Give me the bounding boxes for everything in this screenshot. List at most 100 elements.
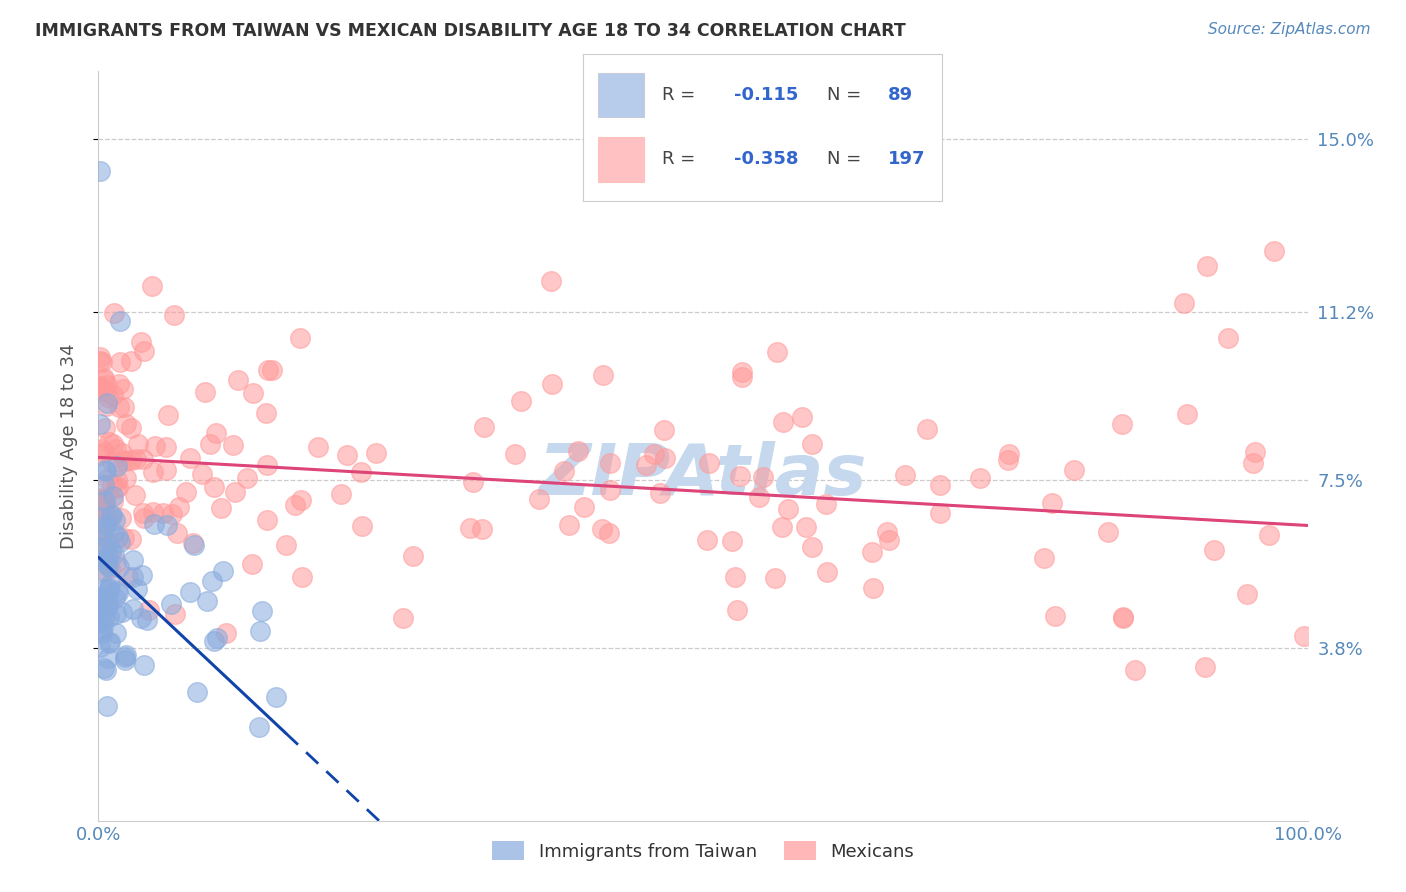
Mexicans	[1218, 331, 1240, 345]
Mexicans	[142, 466, 165, 480]
Mexicans	[93, 496, 115, 510]
Mexicans	[1042, 496, 1064, 510]
Mexicans	[105, 473, 128, 487]
Mexicans	[725, 603, 748, 617]
Immigrants from Taiwan	[98, 581, 121, 595]
Mexicans	[391, 611, 413, 625]
Mexicans	[1123, 663, 1146, 677]
Immigrants from Taiwan	[129, 611, 152, 625]
Mexicans	[96, 378, 118, 392]
Mexicans	[143, 439, 166, 453]
Text: 197: 197	[889, 151, 925, 169]
Mexicans	[202, 480, 225, 494]
Text: Source: ZipAtlas.com: Source: ZipAtlas.com	[1208, 22, 1371, 37]
Mexicans	[288, 331, 311, 345]
Immigrants from Taiwan	[97, 549, 120, 563]
Immigrants from Taiwan	[108, 534, 131, 549]
Mexicans	[134, 511, 156, 525]
Mexicans	[814, 497, 837, 511]
Mexicans	[256, 513, 278, 527]
Mexicans	[510, 394, 533, 409]
Mexicans	[215, 625, 238, 640]
Mexicans	[800, 540, 823, 554]
Mexicans	[97, 538, 120, 552]
Mexicans	[1195, 260, 1218, 274]
Mexicans	[165, 607, 187, 621]
Mexicans	[132, 451, 155, 466]
Mexicans	[350, 465, 373, 479]
Immigrants from Taiwan	[107, 560, 129, 574]
Mexicans	[221, 438, 243, 452]
Mexicans	[191, 467, 214, 481]
Mexicans	[256, 458, 278, 472]
Immigrants from Taiwan	[89, 164, 111, 178]
Immigrants from Taiwan	[132, 657, 155, 672]
Mexicans	[89, 380, 111, 394]
Mexicans	[91, 500, 114, 514]
Mexicans	[194, 384, 217, 399]
Mexicans	[117, 570, 139, 584]
Mexicans	[89, 528, 111, 542]
Text: ZIPAtlas: ZIPAtlas	[538, 442, 868, 510]
Immigrants from Taiwan	[107, 586, 129, 600]
Mexicans	[124, 488, 146, 502]
Immigrants from Taiwan	[252, 604, 274, 618]
Immigrants from Taiwan	[201, 574, 224, 589]
Mexicans	[93, 524, 115, 539]
Mexicans	[93, 544, 115, 558]
Immigrants from Taiwan	[103, 547, 125, 561]
Immigrants from Taiwan	[98, 582, 121, 597]
Immigrants from Taiwan	[114, 649, 136, 664]
Mexicans	[558, 518, 581, 533]
Immigrants from Taiwan	[249, 624, 271, 639]
Immigrants from Taiwan	[96, 517, 118, 532]
Mexicans	[599, 457, 621, 471]
Mexicans	[179, 451, 201, 466]
Immigrants from Taiwan	[96, 557, 118, 571]
Mexicans	[574, 500, 596, 514]
Immigrants from Taiwan	[122, 602, 145, 616]
Mexicans	[290, 493, 312, 508]
Mexicans	[634, 458, 657, 472]
Immigrants from Taiwan	[156, 518, 179, 533]
Mexicans	[591, 522, 613, 536]
Mexicans	[1063, 463, 1085, 477]
Immigrants from Taiwan	[97, 598, 120, 612]
Mexicans	[120, 354, 142, 368]
Immigrants from Taiwan	[104, 591, 127, 605]
Mexicans	[1111, 417, 1133, 431]
Mexicans	[100, 455, 122, 469]
Immigrants from Taiwan	[94, 582, 117, 596]
Mexicans	[89, 517, 111, 532]
Mexicans	[1112, 610, 1135, 624]
Mexicans	[929, 506, 952, 520]
Text: N =: N =	[827, 86, 862, 103]
Mexicans	[89, 380, 111, 394]
Mexicans	[120, 421, 142, 435]
Mexicans	[120, 533, 142, 547]
Mexicans	[163, 308, 186, 322]
Mexicans	[129, 334, 152, 349]
Mexicans	[174, 484, 197, 499]
Immigrants from Taiwan	[104, 512, 127, 526]
Mexicans	[157, 409, 180, 423]
Immigrants from Taiwan	[97, 651, 120, 665]
Mexicans	[89, 378, 111, 392]
Mexicans	[540, 274, 562, 288]
Mexicans	[94, 516, 117, 531]
Mexicans	[643, 447, 665, 461]
Mexicans	[1294, 629, 1316, 643]
Mexicans	[93, 445, 115, 459]
Mexicans	[97, 390, 120, 404]
Immigrants from Taiwan	[91, 614, 114, 628]
Mexicans	[336, 448, 359, 462]
Mexicans	[93, 371, 115, 385]
Immigrants from Taiwan	[100, 508, 122, 523]
Y-axis label: Disability Age 18 to 34: Disability Age 18 to 34	[59, 343, 77, 549]
Mexicans	[860, 544, 883, 558]
Mexicans	[89, 350, 111, 364]
Immigrants from Taiwan	[93, 478, 115, 492]
Mexicans	[97, 554, 120, 568]
Mexicans	[458, 521, 481, 535]
Mexicans	[291, 569, 314, 583]
